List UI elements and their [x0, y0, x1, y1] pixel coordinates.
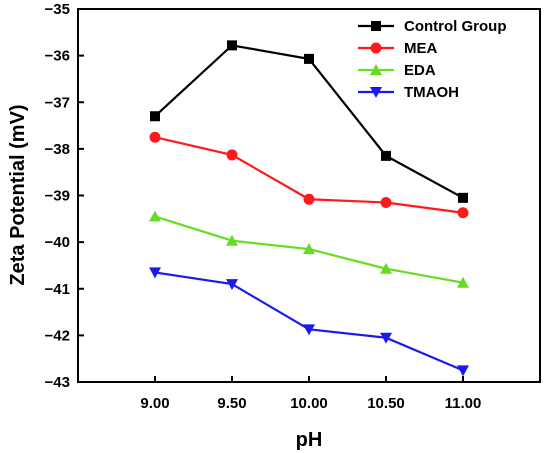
y-tick-label: −35 [45, 1, 70, 18]
axis-ticks: −35 −36 −37 −38 −39 −40 −41 −42 −43 9.00 9.50 10.00… [45, 1, 482, 412]
data-point [226, 234, 238, 246]
data-point [149, 267, 161, 279]
legend-label: MEA [404, 40, 438, 57]
legend-marker [370, 64, 382, 75]
y-tick-label: −37 [45, 94, 70, 111]
legend-item: EDA [358, 62, 436, 79]
data-point [304, 53, 314, 64]
y-tick-label: −40 [45, 234, 70, 251]
data-point [226, 279, 238, 291]
data-point [457, 276, 469, 288]
series-control-group [150, 40, 468, 203]
series-mea [149, 131, 469, 219]
data-point [303, 243, 315, 255]
data-point [150, 111, 160, 122]
x-tick-label: 10.00 [290, 395, 328, 412]
legend-label: TMAOH [404, 84, 459, 101]
series-eda [149, 210, 469, 288]
data-point [381, 150, 391, 161]
data-point [226, 149, 238, 161]
legend-marker [370, 42, 382, 54]
legend-marker [370, 87, 382, 98]
data-point [303, 324, 315, 336]
data-point [380, 332, 392, 344]
legend-item: Control Group [358, 18, 506, 35]
data-point [380, 196, 392, 208]
y-tick-label: −43 [45, 374, 70, 391]
x-tick-label: 9.00 [140, 395, 169, 412]
data-point [457, 365, 469, 377]
data-point [457, 207, 469, 219]
legend-label: Control Group [404, 18, 506, 35]
x-tick-label: 11.00 [445, 395, 482, 412]
legend-item: TMAOH [358, 84, 459, 101]
series-layer [149, 40, 469, 377]
y-tick-label: −42 [45, 327, 70, 344]
y-tick-label: −36 [45, 48, 70, 65]
legend-marker [371, 21, 381, 31]
data-point [458, 192, 468, 203]
x-tick-label: 10.50 [367, 395, 405, 412]
data-point [380, 262, 392, 274]
legend: Control Group MEA EDA TMAOH [358, 18, 506, 101]
series-tmaoh [149, 267, 469, 377]
legend-label: EDA [404, 62, 436, 79]
y-tick-label: −39 [45, 188, 70, 205]
data-point [227, 40, 237, 51]
data-point [149, 210, 161, 222]
series-line [154, 271, 464, 372]
x-tick-label: 9.50 [217, 395, 246, 412]
legend-item: MEA [358, 40, 438, 57]
y-tick-label: −38 [45, 141, 70, 158]
data-point [303, 193, 315, 205]
x-axis-title: pH [296, 429, 323, 451]
y-tick-label: −41 [45, 281, 70, 298]
y-axis-title: Zeta Potential (mV) [7, 104, 29, 285]
data-point [149, 131, 161, 143]
